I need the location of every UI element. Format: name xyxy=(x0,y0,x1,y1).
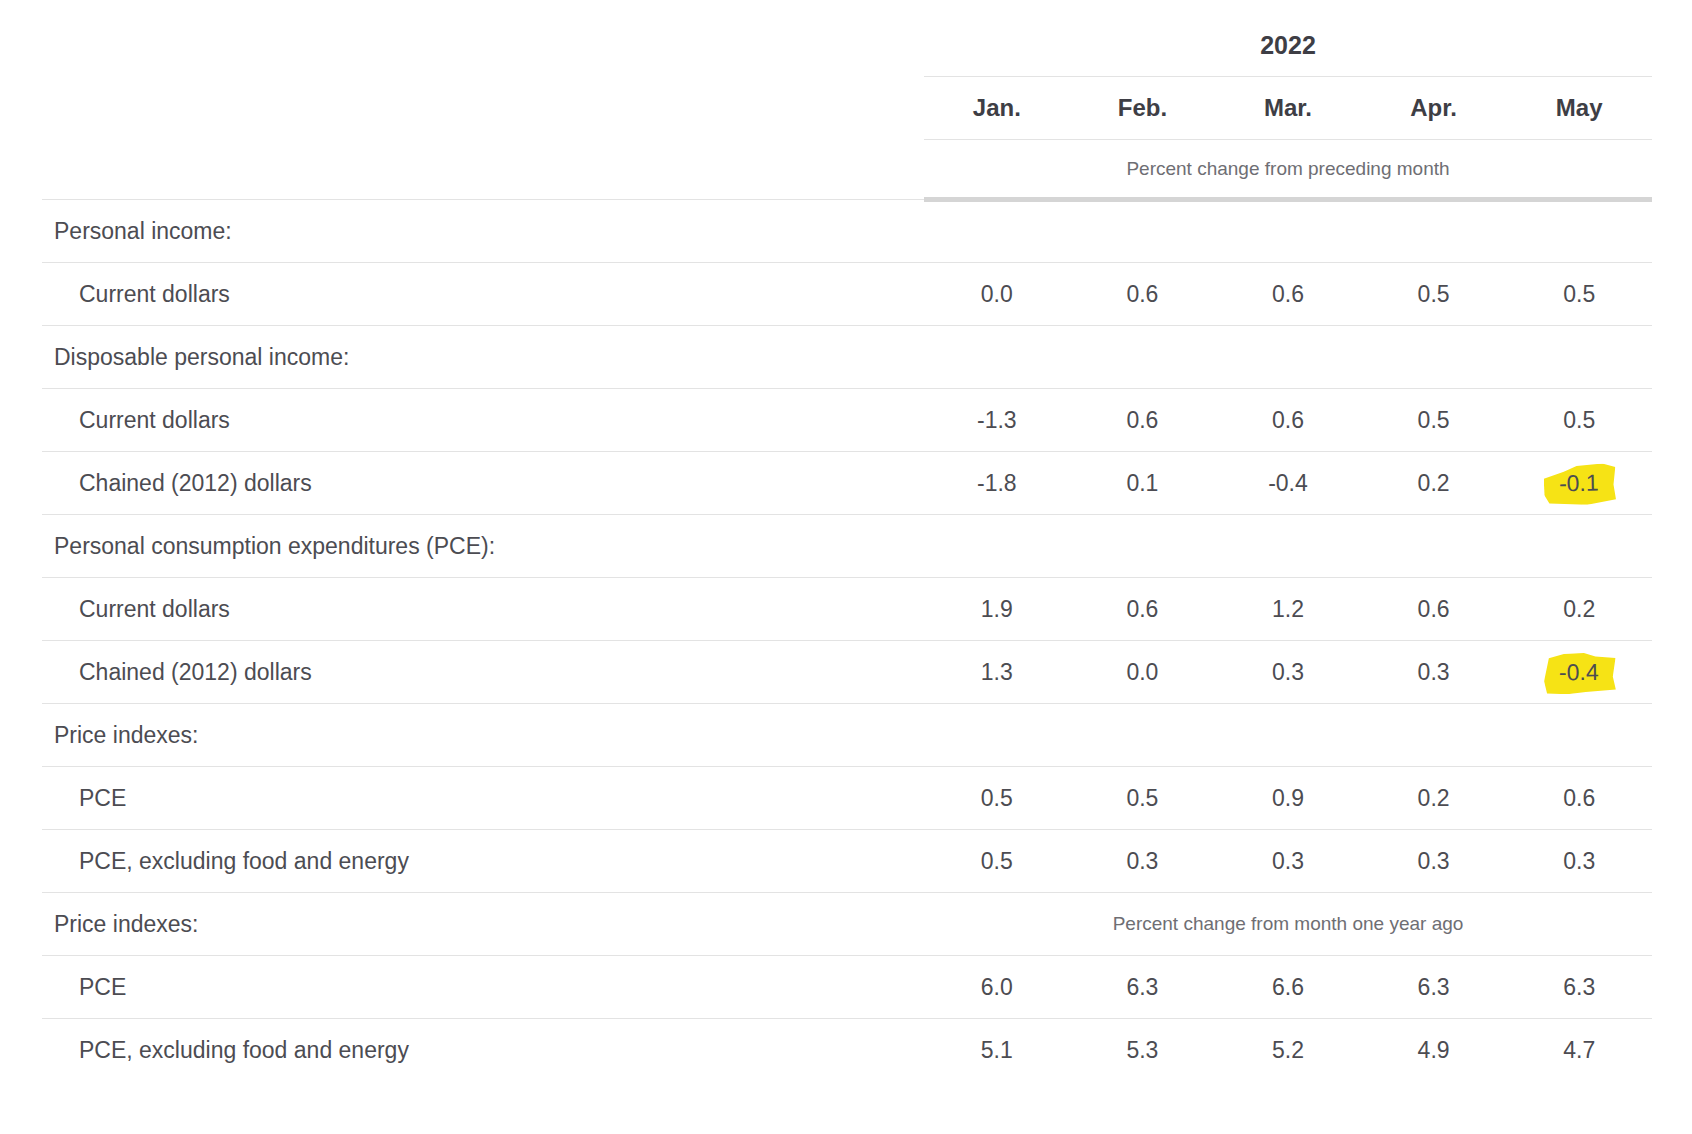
value-cell: 0.3 xyxy=(1361,641,1507,704)
units-subheader: Percent change from preceding month xyxy=(924,140,1652,200)
row-label: Current dollars xyxy=(42,389,924,452)
value-cell: 0.0 xyxy=(924,263,1070,326)
value-cell: 1.2 xyxy=(1215,578,1361,641)
month-header-apr: Apr. xyxy=(1361,77,1507,140)
value-cell: 0.5 xyxy=(1070,767,1216,830)
value-cell: 1.9 xyxy=(924,578,1070,641)
data-row: Chained (2012) dollars1.30.00.30.3-0.4 xyxy=(42,641,1652,704)
value-cell: -1.8 xyxy=(924,452,1070,515)
value-cell: 0.6 xyxy=(1506,767,1652,830)
empty-cell xyxy=(924,326,1652,389)
value-cell: -0.1 xyxy=(1506,452,1652,515)
value-cell: 0.3 xyxy=(1506,830,1652,893)
value-cell: 1.3 xyxy=(924,641,1070,704)
value-cell: 6.3 xyxy=(1070,956,1216,1019)
row-label: PCE, excluding food and energy xyxy=(42,1019,924,1082)
value-cell: 6.6 xyxy=(1215,956,1361,1019)
value-cell: 0.6 xyxy=(1215,263,1361,326)
month-header-jan: Jan. xyxy=(924,77,1070,140)
value-cell: 6.3 xyxy=(1506,956,1652,1019)
section-row: Personal income: xyxy=(42,200,1652,263)
value-cell: 0.5 xyxy=(1361,263,1507,326)
data-row: PCE, excluding food and energy5.15.35.24… xyxy=(42,1019,1652,1082)
value-cell: 0.2 xyxy=(1506,578,1652,641)
value-cell: -1.3 xyxy=(924,389,1070,452)
value-cell: 0.1 xyxy=(1070,452,1216,515)
row-label: Current dollars xyxy=(42,263,924,326)
value-cell: 0.3 xyxy=(1361,830,1507,893)
value-cell: 0.5 xyxy=(924,767,1070,830)
value-cell: 0.6 xyxy=(1361,578,1507,641)
row-label: PCE xyxy=(42,767,924,830)
empty-cell xyxy=(924,200,1652,263)
row-label: Chained (2012) dollars xyxy=(42,641,924,704)
month-header-feb: Feb. xyxy=(1070,77,1216,140)
value-cell: 5.1 xyxy=(924,1019,1070,1082)
empty-cell xyxy=(924,515,1652,578)
empty-cell xyxy=(924,704,1652,767)
section-row: Personal consumption expenditures (PCE): xyxy=(42,515,1652,578)
value-cell: 5.3 xyxy=(1070,1019,1216,1082)
data-row: PCE, excluding food and energy0.50.30.30… xyxy=(42,830,1652,893)
empty-corner-cell xyxy=(42,77,924,140)
section-row: Price indexes: xyxy=(42,704,1652,767)
data-row: PCE0.50.50.90.20.6 xyxy=(42,767,1652,830)
value-cell: 6.0 xyxy=(924,956,1070,1019)
row-label: Personal income: xyxy=(42,200,924,263)
value-cell: 0.5 xyxy=(1361,389,1507,452)
value-cell: 0.3 xyxy=(1070,830,1216,893)
value-cell: -0.4 xyxy=(1215,452,1361,515)
value-cell: 0.3 xyxy=(1215,641,1361,704)
value-cell: 0.0 xyxy=(1070,641,1216,704)
value-cell: 0.2 xyxy=(1361,767,1507,830)
row-label: Price indexes: xyxy=(42,893,924,956)
months-row: Jan. Feb. Mar. Apr. May xyxy=(42,77,1652,140)
empty-corner-cell xyxy=(42,14,924,77)
page: 2022 Jan. Feb. Mar. Apr. May Percent cha… xyxy=(0,0,1692,1134)
section-row: Disposable personal income: xyxy=(42,326,1652,389)
empty-corner-cell xyxy=(42,140,924,200)
table-body: Personal income:Current dollars0.00.60.6… xyxy=(42,200,1652,1082)
year-header: 2022 xyxy=(924,14,1652,77)
year-row: 2022 xyxy=(42,14,1652,77)
value-cell: 0.6 xyxy=(1215,389,1361,452)
income-expenditures-table: 2022 Jan. Feb. Mar. Apr. May Percent cha… xyxy=(42,14,1652,1082)
value-cell: 0.2 xyxy=(1361,452,1507,515)
value-cell: 0.6 xyxy=(1070,389,1216,452)
month-header-mar: Mar. xyxy=(1215,77,1361,140)
highlight-marker: -0.1 xyxy=(1544,463,1616,505)
units-row: Percent change from preceding month xyxy=(42,140,1652,200)
row-label: Disposable personal income: xyxy=(42,326,924,389)
data-row: Chained (2012) dollars-1.80.1-0.40.2 -0.1 xyxy=(42,452,1652,515)
data-row: Current dollars0.00.60.60.50.5 xyxy=(42,263,1652,326)
table-header: 2022 Jan. Feb. Mar. Apr. May Percent cha… xyxy=(42,14,1652,200)
value-cell: 0.9 xyxy=(1215,767,1361,830)
highlight-marker: -0.4 xyxy=(1544,652,1616,694)
value-cell: 0.6 xyxy=(1070,263,1216,326)
row-label: Current dollars xyxy=(42,578,924,641)
value-cell: 0.5 xyxy=(924,830,1070,893)
value-cell: 0.6 xyxy=(1070,578,1216,641)
value-cell: 0.5 xyxy=(1506,389,1652,452)
row-label: Personal consumption expenditures (PCE): xyxy=(42,515,924,578)
row-label: PCE, excluding food and energy xyxy=(42,830,924,893)
data-row: Current dollars-1.30.60.60.50.5 xyxy=(42,389,1652,452)
value-cell: -0.4 xyxy=(1506,641,1652,704)
value-cell: 0.3 xyxy=(1215,830,1361,893)
value-cell: 4.9 xyxy=(1361,1019,1507,1082)
month-header-may: May xyxy=(1506,77,1652,140)
data-row: PCE6.06.36.66.36.3 xyxy=(42,956,1652,1019)
value-cell: 5.2 xyxy=(1215,1019,1361,1082)
row-label: PCE xyxy=(42,956,924,1019)
row-label: Price indexes: xyxy=(42,704,924,767)
section-row: Price indexes:Percent change from month … xyxy=(42,893,1652,956)
value-cell: 0.5 xyxy=(1506,263,1652,326)
value-cell: 4.7 xyxy=(1506,1019,1652,1082)
units-subheader: Percent change from month one year ago xyxy=(924,893,1652,956)
data-row: Current dollars1.90.61.20.60.2 xyxy=(42,578,1652,641)
row-label: Chained (2012) dollars xyxy=(42,452,924,515)
value-cell: 6.3 xyxy=(1361,956,1507,1019)
